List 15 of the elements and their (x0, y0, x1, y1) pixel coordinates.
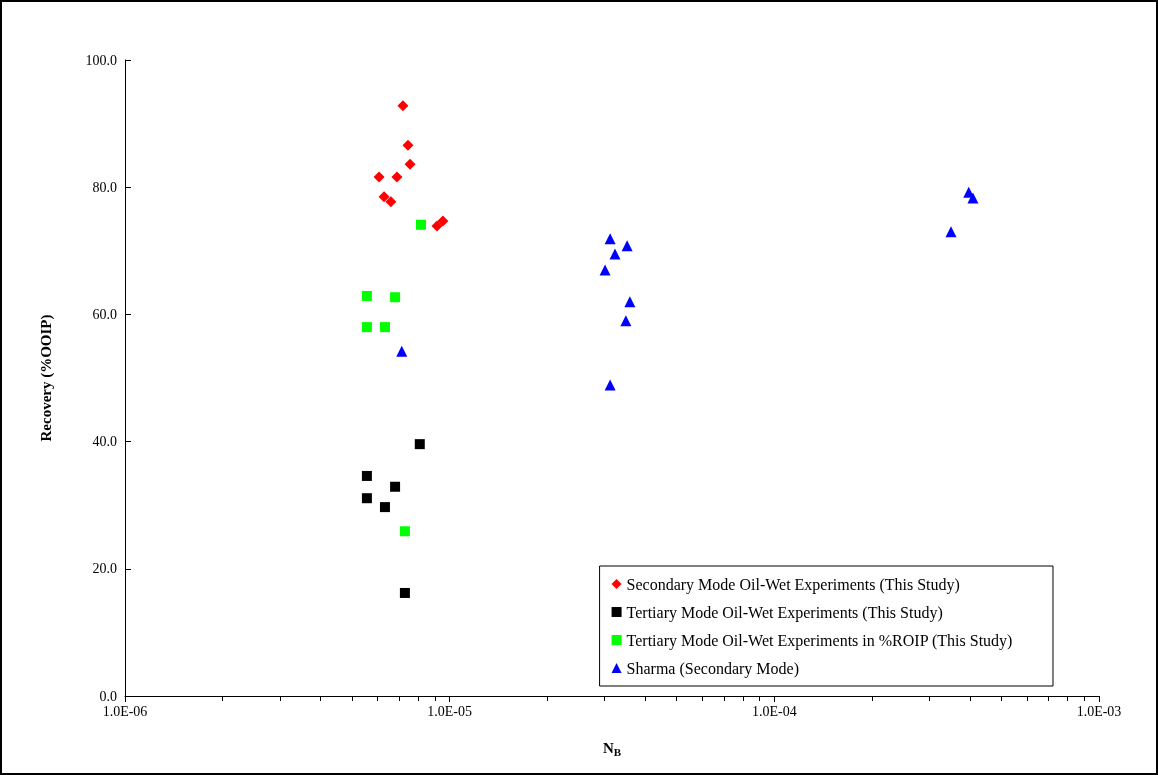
legend-label: Sharma (Secondary Mode) (626, 659, 799, 678)
legend-label: Tertiary Mode Oil-Wet Experiments in %ROIP (This Study) (626, 631, 1013, 650)
y-tick-label: 0.0 (99, 688, 117, 704)
legend-label: Secondary Mode Oil-Wet Experiments (This Study) (626, 575, 960, 594)
y-axis-title: Recovery (%OOIP) (37, 314, 55, 442)
y-tick-label: 100.0 (85, 52, 117, 68)
legend-label: Tertiary Mode Oil-Wet Experiments (This Study) (626, 603, 943, 622)
x-tick-label: 1.0E-05 (427, 703, 473, 719)
x-tick-label: 1.0E-03 (1076, 703, 1122, 719)
x-tick-label: 1.0E-04 (751, 703, 797, 719)
y-tick-label: 40.0 (92, 434, 117, 450)
y-tick-label: 80.0 (92, 179, 117, 195)
x-tick-label: 1.0E-06 (102, 703, 148, 719)
y-tick-label: 20.0 (92, 561, 117, 577)
y-tick-label: 60.0 (92, 306, 117, 322)
